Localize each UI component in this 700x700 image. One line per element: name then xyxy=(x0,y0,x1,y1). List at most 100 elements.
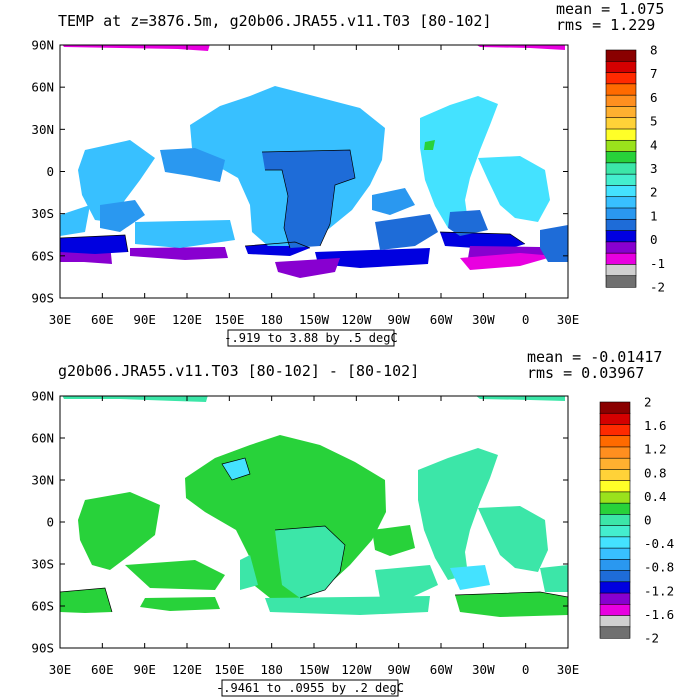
x-tick-label: 30E xyxy=(49,312,72,327)
map-region xyxy=(455,592,568,617)
rms-label: rms = 0.03967 xyxy=(527,364,644,382)
map-region xyxy=(160,148,225,182)
colorbar-swatch xyxy=(605,94,637,108)
y-tick-label: 90N xyxy=(31,38,54,53)
x-tick-label: 60W xyxy=(430,312,453,327)
map-region xyxy=(478,506,548,572)
map-region xyxy=(448,210,488,236)
mean-label: mean = 1.075 xyxy=(556,0,664,18)
colorbar-swatch xyxy=(605,218,637,232)
contour-info-box xyxy=(221,679,399,697)
map-area xyxy=(60,396,568,617)
y-tick-label: 0 xyxy=(46,164,54,179)
map-region xyxy=(60,235,128,254)
colorbar-swatch xyxy=(605,151,637,164)
map-region xyxy=(240,555,258,590)
colorbar-swatch xyxy=(599,424,631,437)
colorbar-swatch xyxy=(599,491,631,504)
contour-info-box xyxy=(227,329,395,347)
x-tick-label: 120W xyxy=(341,662,372,677)
y-tick-label: 30S xyxy=(31,206,54,221)
map-region xyxy=(440,232,525,250)
colorbar-swatch xyxy=(599,581,631,594)
x-tick-label: 30W xyxy=(472,662,495,677)
colorbar-label: 4 xyxy=(650,137,658,152)
x-tick-label: 90E xyxy=(133,662,156,677)
colorbar-swatch xyxy=(605,106,637,119)
map-region xyxy=(375,565,438,598)
colorbar-swatch xyxy=(605,185,637,198)
colorbar: 2 1.6 1.2 0.8 0.4 0 -0.4 -0.8 -1.2 -1.6 -2 xyxy=(599,395,674,646)
x-tick-label: 30E xyxy=(557,312,580,327)
colorbar-swatch xyxy=(599,626,631,639)
colorbar-label: 5 xyxy=(650,114,658,129)
x-tick-label: 180 xyxy=(260,312,283,327)
map-region xyxy=(60,205,90,236)
y-tick-label: 0 xyxy=(46,515,54,530)
panel-top: TEMP at z=3876.5m, g20b06.JRA55.v11.T03 … xyxy=(31,0,665,347)
colorbar-swatch xyxy=(599,502,631,515)
colorbar-label: 1 xyxy=(650,208,658,223)
colorbar-swatch xyxy=(599,603,631,617)
panel-title: TEMP at z=3876.5m, g20b06.JRA55.v11.T03 … xyxy=(58,12,491,30)
map-region xyxy=(222,458,250,480)
map-region xyxy=(418,448,498,580)
colorbar-swatch xyxy=(605,72,637,85)
y-tick-label: 60S xyxy=(31,599,54,614)
colorbar-swatch xyxy=(605,264,637,277)
colorbar-label: 7 xyxy=(650,66,658,81)
x-tick-label: 0 xyxy=(522,312,530,327)
map-region xyxy=(372,188,415,215)
map-region xyxy=(140,597,220,611)
map-region xyxy=(78,140,155,222)
colorbar-label: -2 xyxy=(644,631,659,646)
map-region xyxy=(478,156,550,222)
y-tick-label: 30N xyxy=(31,122,54,137)
colorbar-swatch xyxy=(599,615,631,628)
colorbar-label: -1.2 xyxy=(644,583,674,598)
contour-line xyxy=(60,231,526,253)
map-region xyxy=(372,525,415,556)
y-tick-label: 60N xyxy=(31,431,54,446)
x-axis-ticks: 30E 60E 90E 120E 150E 180 150W 120W 90W 60W 30W 0 30… xyxy=(49,396,579,677)
map-region xyxy=(375,214,438,250)
x-tick-label: 90W xyxy=(387,312,410,327)
x-tick-label: 150E xyxy=(214,312,244,327)
colorbar-label: 0 xyxy=(650,232,658,247)
colorbar-swatch xyxy=(599,457,631,471)
x-tick-label: 30W xyxy=(472,312,495,327)
y-tick-label: 30S xyxy=(31,557,54,572)
x-tick-label: 60E xyxy=(91,662,114,677)
contour-info: -.919 to 3.88 by .5 degC xyxy=(224,331,397,345)
x-tick-label: 60W xyxy=(430,662,453,677)
colorbar-swatch xyxy=(599,435,631,448)
map-region xyxy=(130,247,228,260)
colorbar-swatch xyxy=(605,117,637,130)
colorbar-swatch xyxy=(605,49,637,62)
x-tick-label: 0 xyxy=(522,662,530,677)
map-region xyxy=(265,596,430,615)
contour-line xyxy=(261,149,356,249)
y-tick-label: 90S xyxy=(31,291,54,306)
map-region xyxy=(424,140,435,150)
colorbar-swatch xyxy=(605,252,637,266)
colorbar-label: 0.4 xyxy=(644,489,667,504)
panel-bottom: g20b06.JRA55.v11.T03 [80-102] - [80-102]… xyxy=(31,348,674,697)
colorbar-label: -0.4 xyxy=(644,536,674,551)
colorbar-swatch xyxy=(599,469,631,482)
x-tick-label: 150W xyxy=(299,662,330,677)
colorbar-swatch xyxy=(599,570,631,583)
colorbar-swatch xyxy=(599,480,631,493)
map-region xyxy=(62,396,208,402)
y-tick-label: 30N xyxy=(31,473,54,488)
y-tick-label: 90N xyxy=(31,389,54,404)
contour-line xyxy=(221,457,251,481)
map-region xyxy=(135,220,235,248)
colorbar-swatch xyxy=(605,275,637,288)
colorbar-swatch xyxy=(599,412,631,426)
colorbar-swatch xyxy=(599,547,631,560)
y-axis-ticks: 90N 60N 30N 0 30S 60S 90S xyxy=(31,389,568,656)
colorbar-label: 1.6 xyxy=(644,418,667,433)
colorbar-label: 3 xyxy=(650,161,658,176)
